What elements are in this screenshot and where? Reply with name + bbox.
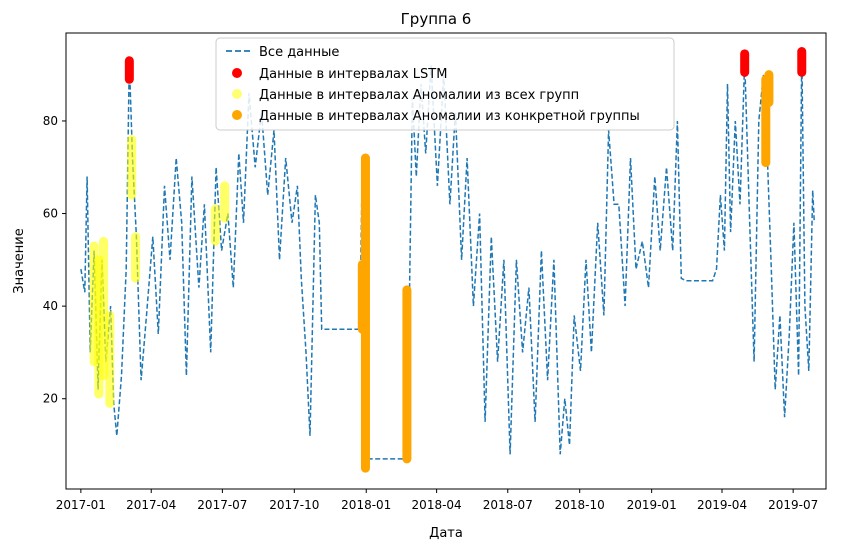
x-tick-label: 2018-10: [555, 498, 605, 512]
chart-title: Группа 6: [401, 10, 472, 28]
x-tick-label: 2017-01: [56, 498, 106, 512]
x-axis-label: Дата: [429, 526, 463, 541]
legend-swatch-anomaly-all: [232, 89, 242, 99]
x-tick-label: 2019-04: [697, 498, 747, 512]
x-tick-label: 2019-07: [768, 498, 818, 512]
x-axis: 2017-01 2017-04 2017-07 2017-10 2018-01 2018-…: [56, 489, 818, 512]
legend: Все данные Данные в интервалах LSTM Данн…: [215, 37, 675, 131]
y-tick-label: 60: [43, 207, 58, 221]
x-tick-label: 2017-07: [197, 498, 247, 512]
y-tick-label: 20: [43, 392, 58, 406]
y-tick-label: 80: [43, 114, 58, 128]
plot-frame: [65, 32, 827, 490]
legend-label-anomaly-group: Данные в интервалах Аномалии из конкретн…: [259, 109, 640, 124]
plot-area: [80, 47, 816, 473]
x-tick-label: 2017-10: [269, 498, 319, 512]
legend-swatch-anomaly-group: [232, 110, 242, 120]
x-tick-label: 2019-01: [627, 498, 677, 512]
legend-label-anomaly-all: Данные в интервалах Аномалии из всех гру…: [259, 88, 579, 103]
legend-label-lstm: Данные в интервалах LSTM: [259, 67, 447, 82]
x-tick-label: 2018-07: [483, 498, 533, 512]
legend-label-all-data: Все данные: [259, 45, 339, 60]
y-axis-label: Значение: [12, 228, 27, 293]
x-tick-label: 2018-04: [412, 498, 462, 512]
series-layer: [80, 47, 816, 473]
x-tick-label: 2017-04: [126, 498, 176, 512]
x-tick-label: 2018-01: [341, 498, 391, 512]
legend-frame: [215, 37, 675, 131]
y-axis: 20 40 60 80: [43, 114, 66, 406]
series-line-all-data: [80, 51, 816, 469]
y-tick-label: 40: [43, 299, 58, 313]
legend-swatch-lstm: [232, 68, 242, 78]
